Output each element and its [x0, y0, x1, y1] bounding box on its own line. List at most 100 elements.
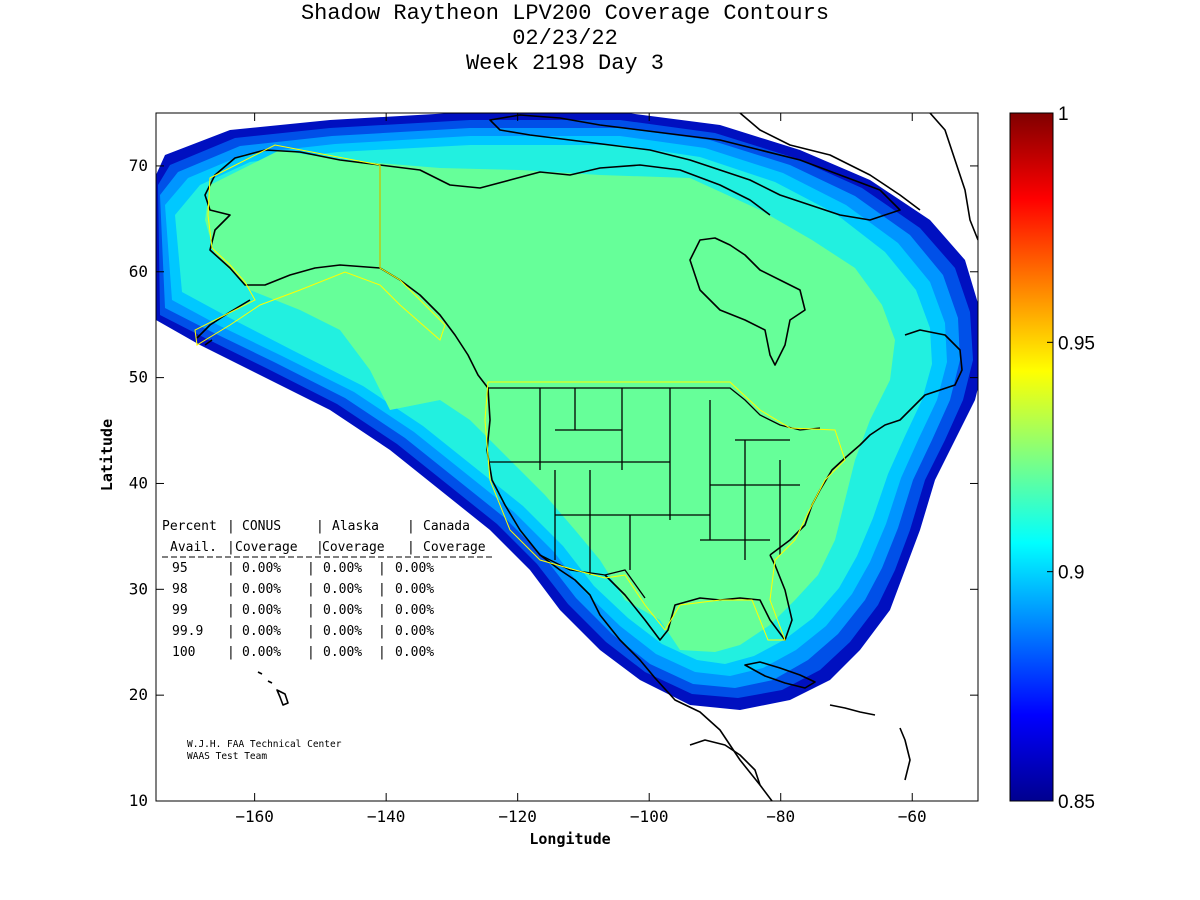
arctic-islands: [489, 114, 901, 221]
table-separator: |: [378, 603, 386, 618]
table-cell: 0.00%: [323, 624, 362, 639]
y-tick-label: 60: [129, 262, 148, 281]
us-mexico-border: [539, 554, 646, 599]
state-lines: [490, 388, 800, 575]
table-header-alaska: Alaska: [332, 519, 379, 534]
svg-text:|: |: [407, 519, 415, 534]
canada-pacific-coast: [379, 267, 489, 389]
table-separator: |: [378, 561, 386, 576]
table-cell: 0.00%: [323, 561, 362, 576]
table-cell: 0.00%: [242, 624, 281, 639]
table-cell: 0.00%: [395, 645, 434, 660]
table-cell: 98: [172, 582, 188, 597]
x-tick-label: −120: [498, 807, 537, 826]
table-separator: |: [378, 582, 386, 597]
central-america-coast: [689, 739, 761, 786]
region-outlines: [194, 144, 846, 641]
y-tick-label: 30: [129, 579, 148, 598]
coverage-table: Percent | CONUS | Alaska | Canada Avail.…: [162, 519, 495, 660]
table-separator: |: [227, 561, 235, 576]
us-west-coast: [486, 387, 773, 801]
table-header-canada: Canada: [423, 519, 470, 534]
y-tick-label: 50: [129, 368, 148, 387]
table-cell: 0.00%: [323, 582, 362, 597]
coverage-contours: [156, 113, 978, 710]
table-separator: |: [307, 645, 315, 660]
table-header-coverage-1: Coverage: [235, 540, 298, 555]
credit-line-1: W.J.H. FAA Technical Center: [187, 739, 342, 750]
table-separator: |: [378, 624, 386, 639]
conus-region-outline: [484, 381, 846, 641]
x-tick-label: −60: [898, 807, 927, 826]
x-tick-label: −80: [766, 807, 795, 826]
y-tick-label: 40: [129, 473, 148, 492]
colorbar-ticks: 0.85 0.9 0.95 1: [1047, 104, 1095, 813]
table-cell: 0.00%: [242, 561, 281, 576]
x-axis-ticks: −160 −140 −120 −100 −80 −60: [235, 113, 927, 826]
us-canada-border: [488, 387, 821, 431]
table-cell: 0.00%: [395, 561, 434, 576]
aleutian-chain: [196, 299, 251, 346]
table-cell: 99.9: [172, 624, 203, 639]
table-cell: 0.00%: [323, 603, 362, 618]
y-axis-label: Latitude: [98, 419, 116, 491]
table-separator: |: [307, 582, 315, 597]
colorbar-tick-label: 0.95: [1058, 333, 1095, 354]
x-tick-label: −140: [367, 807, 406, 826]
plot-frame: [155, 112, 979, 802]
table-cell: 0.00%: [242, 645, 281, 660]
colorbar-tick-label: 0.9: [1058, 563, 1084, 584]
table-separator: |: [227, 645, 235, 660]
hudson-bay-coast: [689, 237, 806, 366]
map-date: 02/23/22: [512, 26, 618, 51]
table-header-coverage-2: Coverage: [322, 540, 385, 555]
table-separator: |: [378, 645, 386, 660]
colorbar-tick-label: 0.85: [1058, 792, 1095, 813]
svg-text:|: |: [316, 519, 324, 534]
svg-text:|: |: [227, 519, 235, 534]
gulf-of-mexico-coast: [604, 554, 793, 641]
y-tick-label: 10: [129, 791, 148, 810]
table-cell: 0.00%: [242, 603, 281, 618]
table-cell: 99: [172, 603, 188, 618]
table-separator: |: [307, 561, 315, 576]
svg-text:|: |: [407, 540, 415, 555]
caribbean-islands: [829, 704, 911, 781]
table-cell: 0.00%: [395, 624, 434, 639]
table-header-percent: Percent: [162, 519, 217, 534]
table-rows: 95 0.00% 0.00% 0.00% | | | 98 0.00% 0.00% 0.00% | | |…: [172, 561, 434, 660]
table-cell: 0.00%: [242, 582, 281, 597]
svg-text:|: |: [227, 540, 235, 555]
hawaii-islands: [257, 671, 289, 706]
table-separator: |: [227, 624, 235, 639]
colorbar-tick-label: 1: [1058, 104, 1069, 125]
arctic-coast: [379, 164, 771, 216]
svg-text:|: |: [316, 540, 324, 555]
y-tick-label: 20: [129, 685, 148, 704]
table-cell: 0.00%: [395, 603, 434, 618]
table-cell: 100: [172, 645, 195, 660]
x-axis-label: Longitude: [529, 830, 610, 848]
colorbar: [1009, 112, 1054, 802]
table-separator: |: [307, 624, 315, 639]
cuba-coast: [744, 661, 816, 689]
map-title: Shadow Raytheon LPV200 Coverage Contours: [300, 1, 830, 26]
x-tick-label: −160: [235, 807, 274, 826]
table-cell: 0.00%: [323, 645, 362, 660]
map-week-day: Week 2198 Day 3: [465, 51, 665, 76]
table-separator: |: [307, 603, 315, 618]
table-cell: 0.00%: [395, 582, 434, 597]
table-separator: |: [227, 582, 235, 597]
credit-line-2: WAAS Test Team: [187, 751, 267, 762]
greenland-coast: [739, 113, 978, 241]
y-tick-label: 70: [129, 156, 148, 175]
alaska-coast: [204, 149, 381, 286]
table-cell: 95: [172, 561, 188, 576]
coverage-core: [205, 150, 895, 652]
table-header-conus: CONUS: [242, 519, 281, 534]
alaska-region-outline: [194, 144, 446, 346]
y-axis-ticks: 10 20 30 40 50 60 70: [129, 156, 978, 810]
table-header-coverage-3: Coverage: [423, 540, 486, 555]
table-header-avail: Avail.: [170, 540, 217, 555]
